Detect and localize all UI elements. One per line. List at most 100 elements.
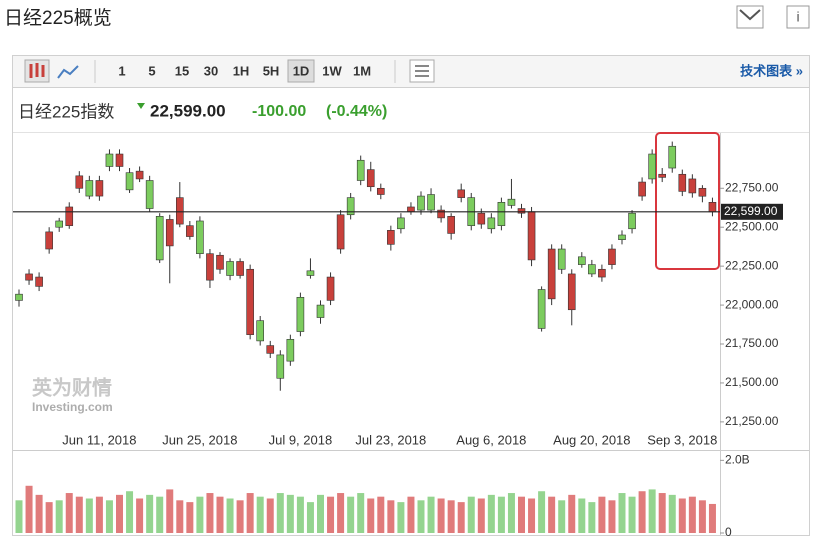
interval-button[interactable]: 15 — [175, 63, 189, 78]
volume-bar — [186, 502, 194, 533]
candle-body — [698, 187, 707, 197]
candle-body — [75, 175, 84, 189]
interval-button[interactable]: 1 — [118, 63, 125, 78]
x-tick-label: Aug 20, 2018 — [553, 432, 630, 447]
volume-bar — [457, 502, 465, 533]
volume-bar — [708, 503, 716, 533]
volume-bar — [166, 489, 174, 533]
candle-body — [15, 293, 23, 301]
candle-body — [25, 273, 33, 281]
candle-body — [376, 187, 385, 195]
interval-button[interactable]: 5H — [263, 63, 280, 78]
x-tick-label: Jul 23, 2018 — [355, 432, 426, 447]
candle-body — [567, 273, 576, 311]
line-type-button[interactable] — [57, 65, 79, 79]
candle-body — [407, 206, 415, 212]
candle-body — [588, 264, 596, 275]
interval-button[interactable]: 1M — [353, 63, 371, 78]
quote-name: 日经225指数 — [18, 102, 114, 121]
y-tick-label: 21,500.00 — [725, 375, 779, 389]
candle-body — [206, 253, 214, 281]
candle-body — [296, 296, 305, 332]
x-tick-label: Aug 6, 2018 — [456, 432, 526, 447]
interval-button[interactable]: 1W — [322, 63, 342, 78]
candle-body — [397, 217, 405, 230]
volume-bar — [678, 498, 686, 533]
volume-bar — [658, 493, 666, 533]
candle-body — [35, 276, 43, 287]
interval-button[interactable]: 5 — [148, 63, 155, 78]
volume-bar — [568, 494, 576, 533]
candle-body — [155, 216, 164, 261]
volume-bar — [648, 489, 656, 533]
candle-body — [417, 195, 425, 211]
last-price-box — [721, 203, 783, 220]
x-tick-label: Jun 25, 2018 — [162, 432, 237, 447]
candle-type-icon — [29, 63, 45, 78]
candle-body — [517, 208, 526, 214]
y-tick-label: 22,250.00 — [725, 258, 779, 272]
candle-body — [346, 197, 355, 216]
volume-bar — [608, 500, 616, 533]
volume-bar — [528, 498, 536, 533]
volume-bar — [65, 493, 73, 533]
highlight-box — [655, 132, 720, 270]
interval-button[interactable]: 30 — [204, 63, 218, 78]
volume-bar — [286, 494, 294, 533]
candle-body — [537, 289, 546, 329]
volume-tick-label: 0 — [725, 525, 732, 537]
candle-body — [316, 304, 325, 318]
volume-bar — [357, 493, 365, 533]
interval-button[interactable]: 1H — [233, 63, 250, 78]
chart-frame — [12, 55, 810, 536]
volume-bar — [226, 498, 234, 533]
volume-bar — [638, 491, 646, 533]
volume-bar — [35, 494, 43, 533]
watermark-cn: 英为财情 — [32, 375, 112, 399]
volume-bar — [558, 500, 566, 533]
mail-icon-flap — [739, 9, 761, 21]
volume-bar — [146, 494, 154, 533]
volume-bar — [588, 502, 596, 533]
candle-body — [507, 198, 516, 206]
candle-body — [628, 212, 636, 230]
change-arrow — [137, 103, 145, 109]
volume-bar — [628, 496, 636, 533]
volume-bar — [477, 498, 485, 533]
volume-bar — [427, 496, 435, 533]
volume-bar — [497, 496, 505, 533]
candle-body — [366, 169, 375, 188]
page-title: 日经225概览 — [4, 7, 112, 29]
y-tick-label: 21,750.00 — [725, 336, 779, 350]
volume-bar — [45, 502, 53, 533]
candle-body — [226, 261, 234, 276]
tech-chart-link[interactable]: 技术图表 » — [740, 63, 803, 78]
interval-selected — [287, 59, 315, 83]
candle-body — [115, 153, 124, 167]
volume-bar — [216, 496, 224, 533]
volume-bar — [206, 493, 214, 533]
volume-bar — [327, 496, 335, 533]
candle-body — [186, 225, 194, 237]
volume-bar — [347, 496, 355, 533]
volume-bar — [467, 496, 475, 533]
candle-body — [125, 172, 134, 191]
candle-body — [618, 234, 626, 240]
candle-body — [135, 170, 144, 180]
volume-bar — [306, 502, 314, 533]
candle-body — [266, 345, 275, 354]
info-icon[interactable] — [786, 5, 810, 29]
interval-button[interactable]: 1D — [293, 63, 310, 78]
mail-icon[interactable] — [736, 5, 764, 29]
candle-body — [447, 216, 455, 234]
x-tick-label: Jul 9, 2018 — [269, 432, 333, 447]
volume-bar — [256, 496, 264, 533]
candle-body — [598, 268, 606, 278]
candle-body — [668, 145, 677, 169]
candle-body — [437, 209, 445, 219]
candle-body — [105, 153, 114, 167]
candle-body — [326, 276, 335, 301]
volume-bar — [266, 498, 274, 533]
volume-bar — [25, 485, 33, 533]
candle-body — [176, 197, 184, 225]
